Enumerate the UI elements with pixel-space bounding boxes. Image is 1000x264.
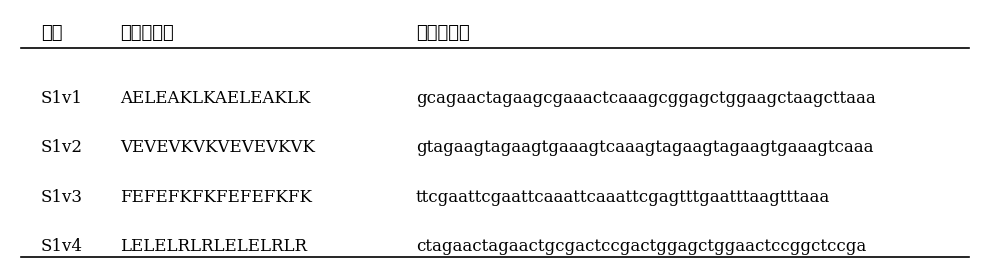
Text: FEFEFKFKFEFEFKFK: FEFEFKFKFEFEFKFK bbox=[120, 189, 312, 206]
Text: S1v4: S1v4 bbox=[41, 238, 83, 256]
Text: gtagaagtagaagtgaaagtcaaagtagaagtagaagtgaaagtcaaa: gtagaagtagaagtgaaagtcaaagtagaagtagaagtga… bbox=[416, 139, 873, 156]
Text: AELEAKLKAELEAKLK: AELEAKLKAELEAKLK bbox=[120, 89, 310, 107]
Text: S1v3: S1v3 bbox=[41, 189, 83, 206]
Text: 名称: 名称 bbox=[41, 24, 62, 42]
Text: S1v2: S1v2 bbox=[41, 139, 83, 156]
Text: ctagaactagaactgcgactccgactggagctggaactccggctccga: ctagaactagaactgcgactccgactggagctggaactcc… bbox=[416, 238, 866, 256]
Text: ttcgaattcgaattcaaattcaaattcgagtttgaatttaagtttaaa: ttcgaattcgaattcaaattcaaattcgagtttgaattta… bbox=[416, 189, 830, 206]
Text: 氨基酸序列: 氨基酸序列 bbox=[120, 24, 174, 42]
Text: LELELRLRLELELRLR: LELELRLRLELELRLR bbox=[120, 238, 307, 256]
Text: gcagaactagaagcgaaactcaaagcggagctggaagctaagcttaaa: gcagaactagaagcgaaactcaaagcggagctggaagcta… bbox=[416, 89, 876, 107]
Text: VEVEVKVKVEVEVKVK: VEVEVKVKVEVEVKVK bbox=[120, 139, 315, 156]
Text: S1v1: S1v1 bbox=[41, 89, 83, 107]
Text: 核苷酸序列: 核苷酸序列 bbox=[416, 24, 470, 42]
